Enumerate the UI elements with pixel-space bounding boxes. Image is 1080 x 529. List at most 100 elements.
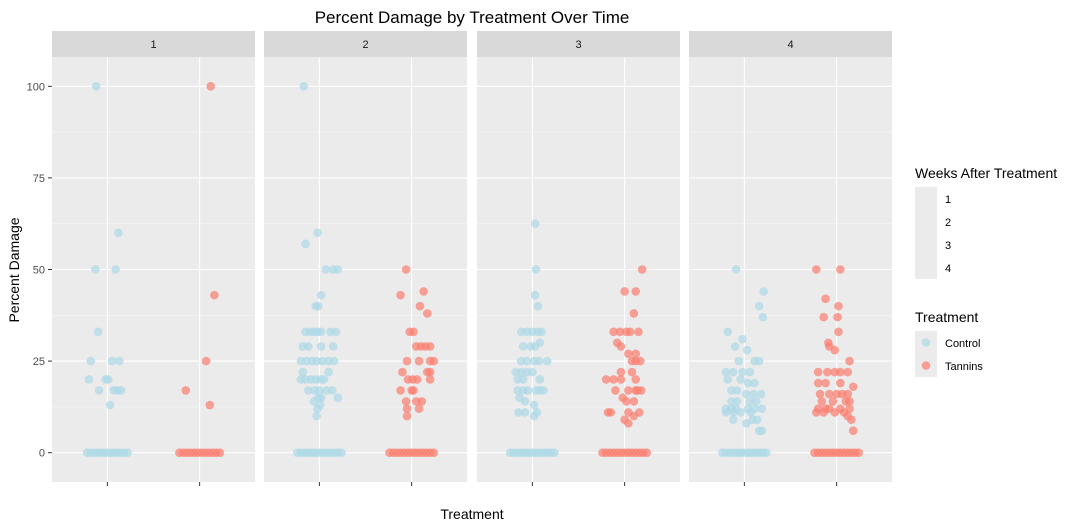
data-point	[539, 386, 548, 395]
data-point	[315, 386, 324, 395]
data-point	[215, 448, 225, 457]
data-point	[528, 367, 537, 377]
data-point	[331, 327, 341, 337]
data-point	[530, 342, 540, 351]
data-point	[750, 378, 759, 388]
data-point	[847, 415, 856, 425]
data-point	[754, 356, 764, 366]
data-point	[111, 265, 120, 274]
legend-label: Tannins	[945, 361, 983, 373]
data-point	[313, 228, 322, 238]
data-point	[631, 287, 641, 296]
data-point	[303, 386, 313, 395]
x-axis-title: Treatment	[440, 506, 503, 522]
data-point	[756, 389, 766, 399]
data-point	[316, 342, 326, 351]
data-point	[301, 239, 310, 249]
data-point	[412, 375, 422, 384]
data-point	[723, 327, 733, 337]
data-point	[409, 386, 418, 395]
data-point	[728, 408, 738, 417]
legend-label: 3	[945, 240, 951, 252]
data-point	[616, 367, 626, 377]
legend-title: Treatment	[915, 309, 978, 325]
data-point	[181, 386, 191, 395]
data-point	[523, 386, 533, 395]
data-point	[333, 393, 343, 403]
data-point	[529, 411, 539, 421]
data-point	[836, 367, 845, 377]
data-point	[415, 301, 425, 311]
data-point	[534, 356, 544, 366]
data-point	[728, 367, 738, 377]
legend: Weeks After Treatment 1 2 3 4 Treatment Contro…	[915, 165, 1057, 377]
data-point	[417, 397, 427, 406]
data-point	[813, 367, 823, 377]
data-point	[316, 393, 326, 403]
legend-treatment: Treatment Control Tannins	[915, 309, 983, 377]
data-point	[337, 448, 346, 457]
data-point	[762, 448, 771, 457]
data-point	[316, 327, 326, 337]
data-point	[843, 389, 853, 399]
data-point	[611, 386, 620, 395]
data-point	[107, 356, 117, 366]
data-point	[728, 415, 738, 425]
data-point	[327, 386, 337, 395]
data-point	[625, 327, 635, 337]
data-point	[93, 327, 103, 337]
legend-weeks: Weeks After Treatment 1 2 3 4	[915, 165, 1057, 279]
data-point	[624, 386, 633, 395]
data-point	[642, 448, 652, 457]
data-point	[736, 375, 745, 384]
data-point	[817, 397, 827, 406]
legend-marker	[921, 338, 931, 347]
data-point	[631, 375, 641, 384]
data-point	[854, 448, 864, 457]
data-point	[616, 342, 626, 351]
data-point	[94, 386, 104, 395]
data-point	[752, 397, 761, 406]
data-point	[402, 404, 412, 414]
data-point	[425, 342, 435, 351]
data-point	[201, 356, 211, 366]
data-point	[634, 327, 643, 337]
data-point	[732, 397, 742, 406]
facet-strip-label: 1	[150, 39, 156, 51]
data-point	[518, 375, 528, 384]
facet-panels: 1 2 3 4	[52, 31, 892, 486]
data-point	[636, 356, 645, 366]
data-point	[319, 375, 329, 384]
data-point	[738, 334, 747, 344]
data-point	[103, 375, 113, 384]
data-point	[535, 375, 545, 384]
facet-strip-label: 2	[362, 39, 368, 51]
data-point	[834, 301, 843, 311]
data-point	[317, 356, 327, 366]
data-point	[314, 301, 323, 311]
data-point	[425, 367, 435, 377]
legend-key	[915, 256, 937, 279]
series-control-panel-1	[82, 82, 132, 457]
data-point	[533, 301, 543, 311]
data-point	[309, 397, 319, 406]
data-point	[845, 356, 854, 366]
data-point	[746, 408, 756, 417]
data-point	[736, 408, 745, 417]
data-point	[299, 82, 308, 91]
data-point	[123, 448, 132, 457]
data-point	[303, 342, 313, 351]
facet-strip	[689, 31, 892, 57]
data-point	[537, 327, 546, 337]
data-point	[631, 349, 641, 359]
data-point	[848, 382, 858, 392]
data-point	[812, 408, 821, 417]
data-point	[518, 342, 528, 351]
data-point	[759, 287, 769, 296]
data-point	[741, 389, 751, 399]
y-tick-label: 75	[33, 173, 45, 185]
data-point	[550, 448, 559, 457]
facet-panel-1: 1	[52, 31, 255, 486]
legend-title: Weeks After Treatment	[915, 165, 1057, 181]
